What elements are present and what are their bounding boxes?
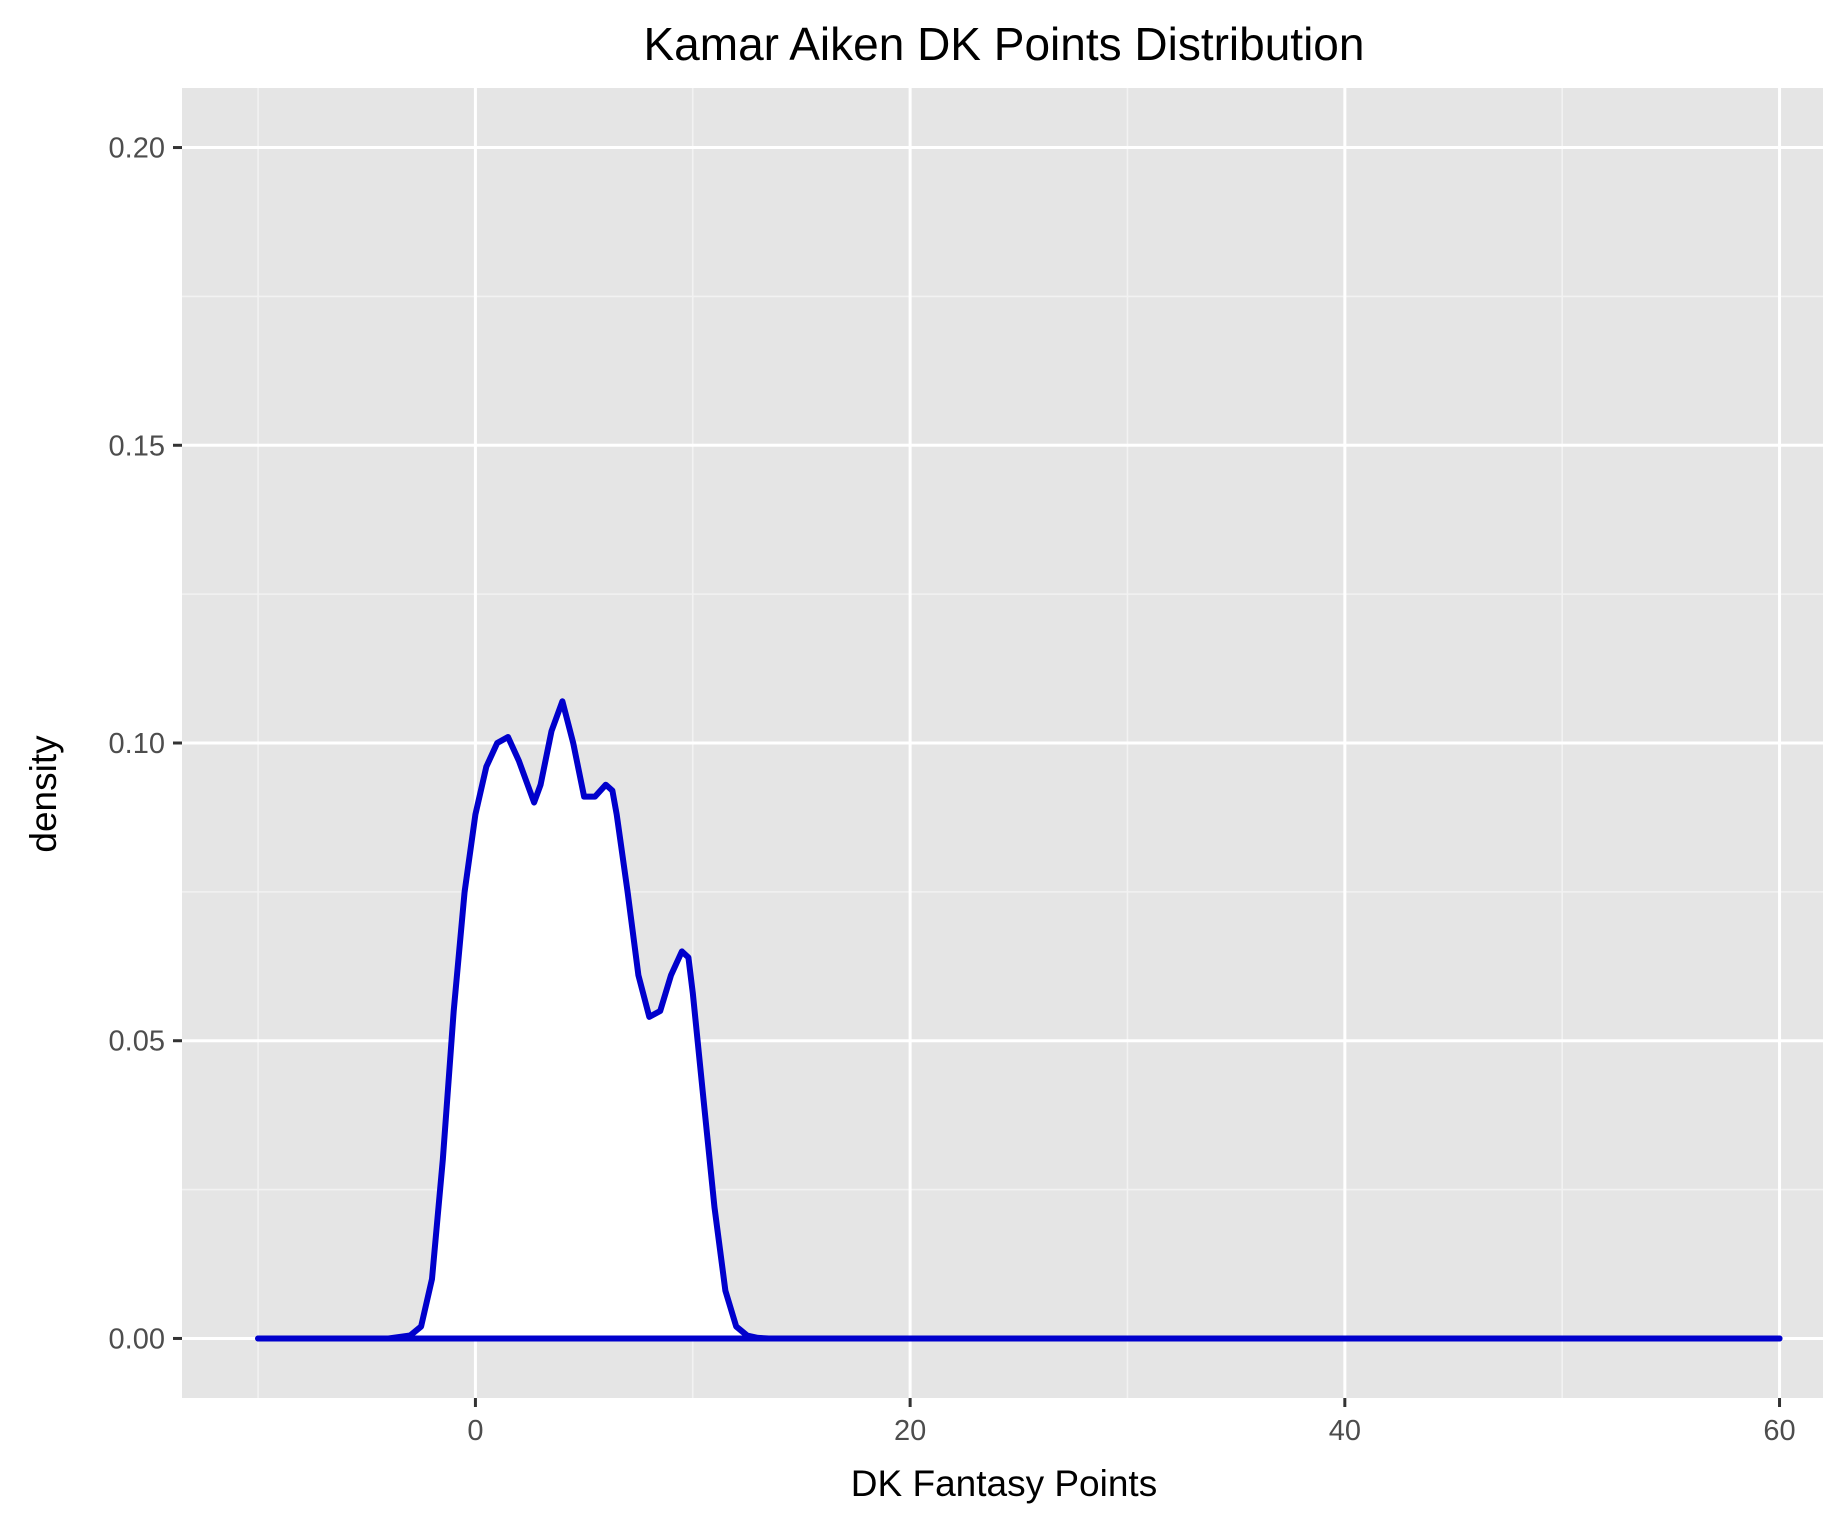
y-tick-label: 0.00 bbox=[109, 1323, 165, 1355]
x-tick-labels: 0 20 40 60 bbox=[467, 1415, 1795, 1447]
axis-ticks bbox=[173, 146, 1782, 1407]
density-line bbox=[255, 698, 1783, 1342]
x-tick-label: 20 bbox=[894, 1415, 926, 1447]
y-tick-label: 0.05 bbox=[109, 1026, 165, 1058]
x-tick-label: 40 bbox=[1329, 1415, 1361, 1447]
y-axis-title: density bbox=[23, 735, 64, 853]
x-tick-label: 60 bbox=[1763, 1415, 1795, 1447]
series-layer bbox=[255, 698, 1783, 1342]
y-tick-label: 0.10 bbox=[109, 728, 165, 760]
x-tick-label: 0 bbox=[467, 1415, 483, 1447]
chart-title: Kamar Aiken DK Points Distribution bbox=[644, 18, 1365, 70]
density-area bbox=[258, 701, 1780, 1339]
x-axis-title: DK Fantasy Points bbox=[851, 1463, 1157, 1504]
y-tick-labels: 0.00 0.05 0.10 0.15 0.20 bbox=[109, 133, 165, 1356]
y-tick-label: 0.15 bbox=[109, 430, 165, 462]
y-tick-label: 0.20 bbox=[109, 133, 165, 165]
